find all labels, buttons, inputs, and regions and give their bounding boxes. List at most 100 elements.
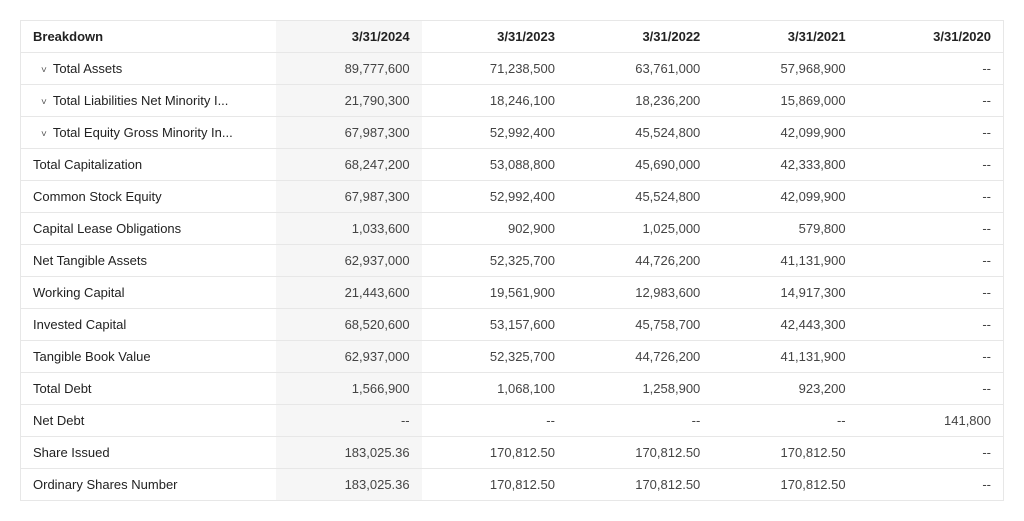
value-cell: 1,025,000	[567, 213, 712, 245]
value-cell: 42,099,900	[712, 117, 857, 149]
value-cell: 45,690,000	[567, 149, 712, 181]
value-cell: 170,812.50	[712, 437, 857, 469]
row-label-cell: Ordinary Shares Number	[21, 469, 276, 501]
value-cell: 579,800	[712, 213, 857, 245]
value-cell: --	[858, 117, 1003, 149]
value-cell: 57,968,900	[712, 53, 857, 85]
row-label-cell: Total Debt	[21, 373, 276, 405]
value-cell: 19,561,900	[422, 277, 567, 309]
value-cell: 1,258,900	[567, 373, 712, 405]
value-cell: --	[567, 405, 712, 437]
row-label-cell: Invested Capital	[21, 309, 276, 341]
row-label-cell: Total Capitalization	[21, 149, 276, 181]
value-cell: 45,524,800	[567, 117, 712, 149]
table-row: Total Capitalization68,247,20053,088,800…	[21, 149, 1003, 181]
value-cell: --	[858, 213, 1003, 245]
value-cell: 14,917,300	[712, 277, 857, 309]
value-cell: 62,937,000	[276, 341, 421, 373]
value-cell: 902,900	[422, 213, 567, 245]
chevron-down-icon[interactable]: ˅	[33, 129, 47, 140]
value-cell: 45,524,800	[567, 181, 712, 213]
value-cell: 53,157,600	[422, 309, 567, 341]
value-cell: 63,761,000	[567, 53, 712, 85]
value-cell: --	[858, 245, 1003, 277]
value-cell: 12,983,600	[567, 277, 712, 309]
row-label: Ordinary Shares Number	[33, 477, 178, 492]
row-label-cell: Net Debt	[21, 405, 276, 437]
value-cell: --	[858, 469, 1003, 501]
value-cell: 170,812.50	[712, 469, 857, 501]
row-label: Total Assets	[53, 61, 122, 76]
table-row: Ordinary Shares Number183,025.36170,812.…	[21, 469, 1003, 501]
table-row: Invested Capital68,520,60053,157,60045,7…	[21, 309, 1003, 341]
row-label: Invested Capital	[33, 317, 126, 332]
table-row: ˅ Total Assets 89,777,60071,238,50063,761,…	[21, 53, 1003, 85]
value-cell: --	[858, 85, 1003, 117]
value-cell: 44,726,200	[567, 341, 712, 373]
header-date-0: 3/31/2024	[276, 21, 421, 53]
table-row: Total Debt 1,566,9001,068,1001,258,900923…	[21, 373, 1003, 405]
value-cell: --	[422, 405, 567, 437]
chevron-down-icon[interactable]: ˅	[33, 65, 47, 76]
value-cell: 89,777,600	[276, 53, 421, 85]
value-cell: 68,247,200	[276, 149, 421, 181]
value-cell: --	[858, 309, 1003, 341]
value-cell: --	[858, 277, 1003, 309]
financial-table-container: Breakdown 3/31/2024 3/31/2023 3/31/2022 …	[20, 20, 1004, 501]
value-cell: --	[712, 405, 857, 437]
table-row: ˅ Total Liabilities Net Minority I... 21,7…	[21, 85, 1003, 117]
row-label: Total Debt	[33, 381, 92, 396]
header-date-3: 3/31/2021	[712, 21, 857, 53]
header-breakdown: Breakdown	[21, 21, 276, 53]
row-label: Net Debt	[33, 413, 84, 428]
value-cell: --	[858, 341, 1003, 373]
financial-table: Breakdown 3/31/2024 3/31/2023 3/31/2022 …	[21, 21, 1003, 500]
chevron-down-icon[interactable]: ˅	[33, 97, 47, 108]
value-cell: 923,200	[712, 373, 857, 405]
value-cell: 68,520,600	[276, 309, 421, 341]
row-label-cell[interactable]: ˅Total Equity Gross Minority In...	[21, 117, 276, 149]
value-cell: 170,812.50	[567, 469, 712, 501]
row-label: Total Capitalization	[33, 157, 142, 172]
value-cell: --	[858, 437, 1003, 469]
row-label: Tangible Book Value	[33, 349, 151, 364]
value-cell: 71,238,500	[422, 53, 567, 85]
value-cell: --	[858, 53, 1003, 85]
table-row: Capital Lease Obligations1,033,600902,90…	[21, 213, 1003, 245]
value-cell: 183,025.36	[276, 437, 421, 469]
value-cell: --	[858, 149, 1003, 181]
table-row: Share Issued183,025.36170,812.50170,812.…	[21, 437, 1003, 469]
value-cell: 15,869,000	[712, 85, 857, 117]
header-date-1: 3/31/2023	[422, 21, 567, 53]
header-date-4: 3/31/2020	[858, 21, 1003, 53]
value-cell: 170,812.50	[422, 469, 567, 501]
row-label-cell[interactable]: ˅ Total Liabilities Net Minority I...	[21, 85, 276, 117]
row-label-cell[interactable]: ˅ Total Assets	[21, 53, 276, 85]
value-cell: 21,790,300	[276, 85, 421, 117]
value-cell: 52,992,400	[422, 181, 567, 213]
value-cell: 18,236,200	[567, 85, 712, 117]
value-cell: 44,726,200	[567, 245, 712, 277]
row-label: Total Liabilities Net Minority I...	[53, 93, 229, 108]
value-cell: 170,812.50	[567, 437, 712, 469]
value-cell: 170,812.50	[422, 437, 567, 469]
value-cell: 183,025.36	[276, 469, 421, 501]
value-cell: 1,566,900	[276, 373, 421, 405]
value-cell: 1,068,100	[422, 373, 567, 405]
value-cell: 62,937,000	[276, 245, 421, 277]
table-row: Net Tangible Assets 62,937,00052,325,7004…	[21, 245, 1003, 277]
row-label: Net Tangible Assets	[33, 253, 147, 268]
table-header-row: Breakdown 3/31/2024 3/31/2023 3/31/2022 …	[21, 21, 1003, 53]
value-cell: 67,987,300	[276, 181, 421, 213]
row-label-cell: Working Capital	[21, 277, 276, 309]
row-label-cell: Share Issued	[21, 437, 276, 469]
value-cell: 52,325,700	[422, 245, 567, 277]
row-label-cell: Common Stock Equity	[21, 181, 276, 213]
value-cell: 42,443,300	[712, 309, 857, 341]
value-cell: --	[276, 405, 421, 437]
value-cell: 21,443,600	[276, 277, 421, 309]
value-cell: 42,333,800	[712, 149, 857, 181]
value-cell: --	[858, 373, 1003, 405]
row-label: Working Capital	[33, 285, 125, 300]
row-label: Share Issued	[33, 445, 110, 460]
